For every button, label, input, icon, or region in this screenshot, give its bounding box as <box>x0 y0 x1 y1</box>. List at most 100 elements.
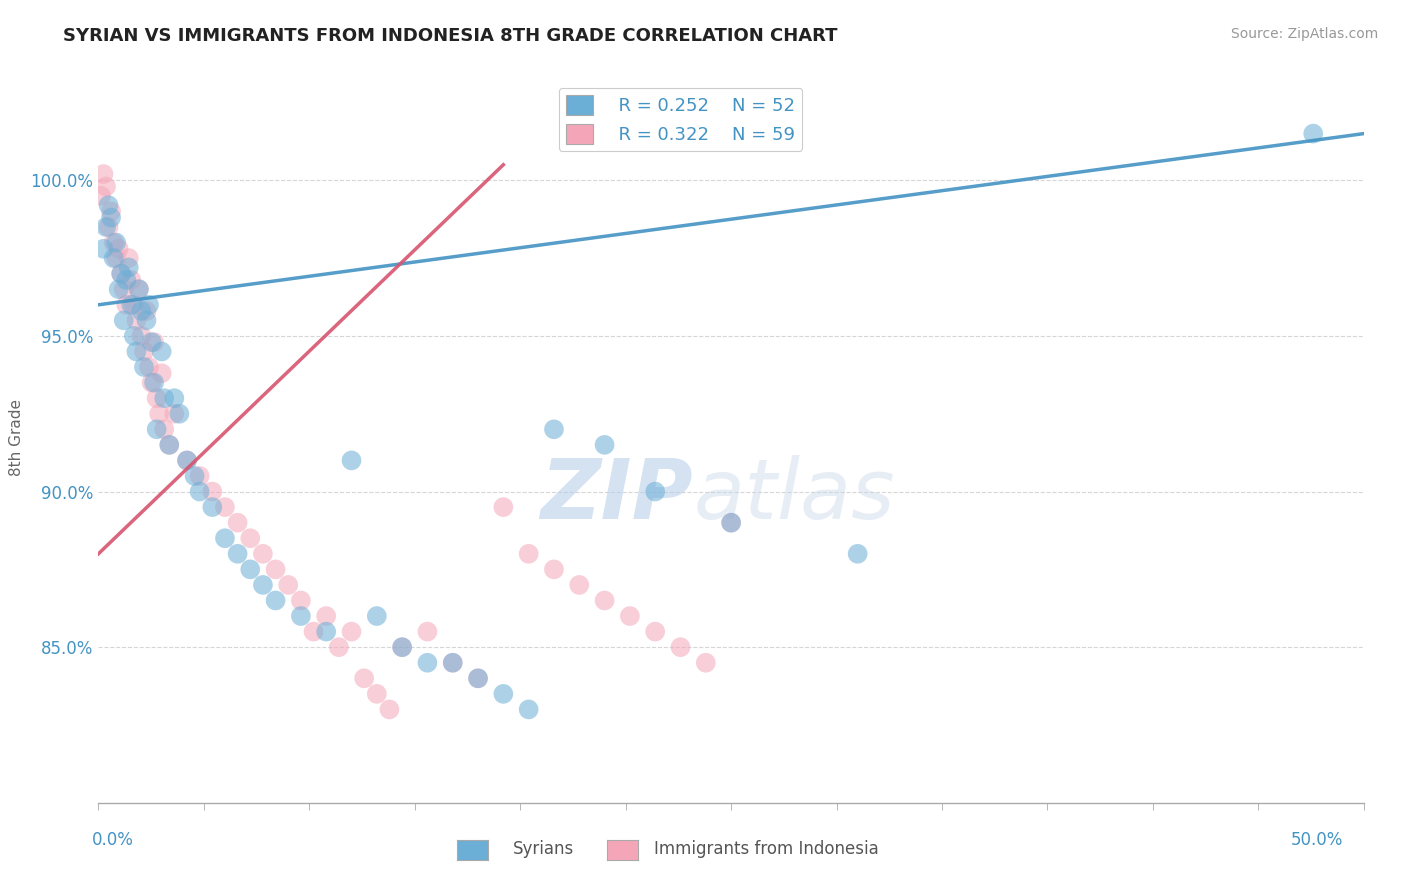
Point <box>353 671 375 685</box>
Point <box>145 422 167 436</box>
Text: Syrians: Syrians <box>513 840 575 858</box>
Point <box>135 304 157 318</box>
Point <box>157 438 180 452</box>
Point <box>176 453 198 467</box>
Point <box>141 376 163 390</box>
Point <box>467 671 489 685</box>
Point <box>103 235 125 250</box>
Point <box>112 313 135 327</box>
Point <box>120 273 142 287</box>
Point <box>378 702 401 716</box>
Point <box>153 391 176 405</box>
Point <box>644 624 666 639</box>
Point <box>110 267 132 281</box>
Point <box>97 219 120 234</box>
Point <box>226 547 249 561</box>
Point <box>112 282 135 296</box>
Text: ZIP: ZIP <box>540 455 693 536</box>
Point <box>315 609 337 624</box>
Point <box>214 531 236 545</box>
Text: 50.0%: 50.0% <box>1291 831 1343 849</box>
Point <box>492 687 515 701</box>
Point <box>226 516 249 530</box>
Point <box>125 313 148 327</box>
Point <box>252 547 274 561</box>
Point <box>100 211 122 225</box>
Point <box>138 298 160 312</box>
Point <box>328 640 350 655</box>
Point <box>695 656 717 670</box>
Point <box>517 702 540 716</box>
Point <box>416 656 439 670</box>
Point <box>125 344 148 359</box>
Point <box>97 198 120 212</box>
Point <box>214 500 236 515</box>
Point <box>107 242 129 256</box>
Point <box>153 422 176 436</box>
Point <box>122 329 145 343</box>
Point <box>239 562 262 576</box>
Point <box>366 687 388 701</box>
Point <box>264 593 287 607</box>
Point <box>148 407 170 421</box>
Point <box>315 624 337 639</box>
Point <box>103 251 125 265</box>
Point <box>183 469 205 483</box>
Point <box>720 516 742 530</box>
Point <box>100 204 122 219</box>
Point <box>143 335 166 350</box>
Point <box>145 391 167 405</box>
Point <box>105 235 128 250</box>
Point <box>416 624 439 639</box>
Point <box>252 578 274 592</box>
Point <box>157 438 180 452</box>
Point <box>138 359 160 374</box>
Text: SYRIAN VS IMMIGRANTS FROM INDONESIA 8TH GRADE CORRELATION CHART: SYRIAN VS IMMIGRANTS FROM INDONESIA 8TH … <box>63 27 838 45</box>
Point <box>593 593 616 607</box>
Legend:   R = 0.252    N = 52,   R = 0.322    N = 59: R = 0.252 N = 52, R = 0.322 N = 59 <box>558 87 803 151</box>
Point <box>391 640 413 655</box>
Point <box>441 656 464 670</box>
Point <box>163 407 186 421</box>
Point <box>669 640 692 655</box>
Point <box>644 484 666 499</box>
Point <box>264 562 287 576</box>
Point <box>94 179 117 194</box>
Point <box>143 376 166 390</box>
Point <box>128 282 150 296</box>
Point <box>132 359 155 374</box>
Point <box>120 298 142 312</box>
Point <box>568 578 591 592</box>
Point <box>1302 127 1324 141</box>
Point <box>188 469 211 483</box>
Text: atlas: atlas <box>693 455 894 536</box>
Point <box>150 344 173 359</box>
Point <box>290 593 312 607</box>
Point <box>846 547 869 561</box>
Point <box>302 624 325 639</box>
Point <box>132 344 155 359</box>
Text: 0.0%: 0.0% <box>91 831 134 849</box>
Point <box>131 329 153 343</box>
Point <box>110 267 132 281</box>
Point <box>720 516 742 530</box>
Point <box>90 189 112 203</box>
Point <box>93 242 115 256</box>
Point <box>441 656 464 670</box>
Point <box>150 366 173 380</box>
Point <box>543 422 565 436</box>
Point <box>340 624 363 639</box>
Point <box>115 298 138 312</box>
Point <box>141 335 163 350</box>
Point <box>118 251 141 265</box>
Point <box>201 500 224 515</box>
Point <box>169 407 191 421</box>
Y-axis label: 8th Grade: 8th Grade <box>8 399 24 475</box>
Point <box>467 671 489 685</box>
Point <box>93 167 115 181</box>
Point <box>593 438 616 452</box>
Text: Immigrants from Indonesia: Immigrants from Indonesia <box>654 840 879 858</box>
Point <box>115 273 138 287</box>
Point <box>135 313 157 327</box>
Point <box>239 531 262 545</box>
